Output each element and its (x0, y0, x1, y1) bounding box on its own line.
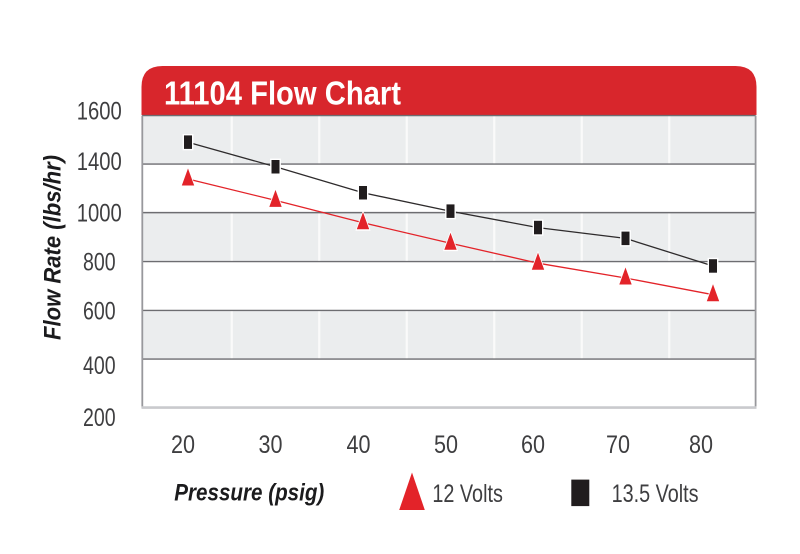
svg-text:40: 40 (347, 431, 371, 459)
svg-text:70: 70 (606, 431, 630, 459)
svg-text:30: 30 (259, 431, 283, 459)
svg-text:200: 200 (83, 404, 116, 432)
svg-text:Pressure (psig): Pressure (psig) (174, 479, 324, 506)
svg-text:11104 Flow Chart: 11104 Flow Chart (164, 75, 401, 112)
svg-text:1400: 1400 (77, 148, 122, 176)
svg-text:50: 50 (434, 431, 458, 459)
svg-text:80: 80 (689, 431, 713, 459)
svg-text:12 Volts: 12 Volts (432, 480, 503, 508)
svg-text:13.5 Volts: 13.5 Volts (612, 480, 699, 508)
svg-text:800: 800 (83, 249, 116, 277)
svg-text:60: 60 (521, 431, 545, 459)
svg-text:1000: 1000 (77, 200, 122, 228)
svg-text:Flow Rate (lbs/hr): Flow Rate (lbs/hr) (40, 155, 67, 340)
svg-text:20: 20 (171, 431, 195, 459)
svg-text:600: 600 (83, 298, 116, 326)
svg-text:400: 400 (83, 352, 116, 380)
svg-text:1600: 1600 (77, 97, 122, 125)
